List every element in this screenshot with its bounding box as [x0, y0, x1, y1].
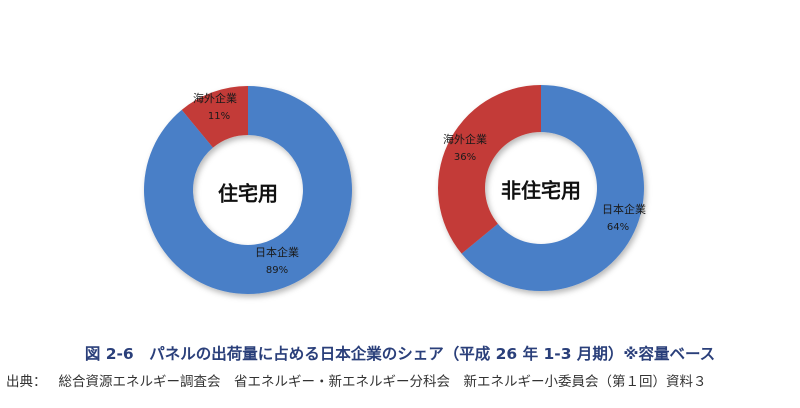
slice-value-label: 89% [266, 265, 288, 276]
center-label: 非住宅用 [501, 179, 581, 203]
source-text: 総合資源エネルギー調査会 省エネルギー・新エネルギー分科会 新エネルギー小委員会… [58, 374, 707, 390]
donut-chart-residential: 住宅用 海外企業 11% 日本企業 89% [143, 86, 352, 294]
donut-chart-non-residential: 非住宅用 日本企業 64% 海外企業 36% [438, 85, 646, 291]
source-note: 出典： 総合資源エネルギー調査会 省エネルギー・新エネルギー分科会 新エネルギー小… [6, 370, 798, 390]
donut-slice [461, 85, 645, 291]
donut-slice [181, 86, 248, 148]
slice-value-label: 36% [454, 152, 476, 163]
slice-label: 海外企業 [193, 91, 237, 105]
donut-slice [143, 86, 352, 294]
slice-label: 日本企業 [602, 202, 646, 216]
slice-value-label: 64% [607, 222, 629, 233]
source-prefix: 出典： [6, 374, 47, 390]
donut-slice [438, 85, 541, 254]
slice-value-label: 11% [208, 111, 230, 122]
slice-label: 日本企業 [255, 245, 299, 259]
figure-caption: 図 2-6 パネルの出荷量に占める日本企業のシェア（平成 26 年 1-3 月期… [84, 345, 716, 363]
center-label: 住宅用 [218, 182, 278, 206]
slice-label: 海外企業 [443, 132, 487, 146]
